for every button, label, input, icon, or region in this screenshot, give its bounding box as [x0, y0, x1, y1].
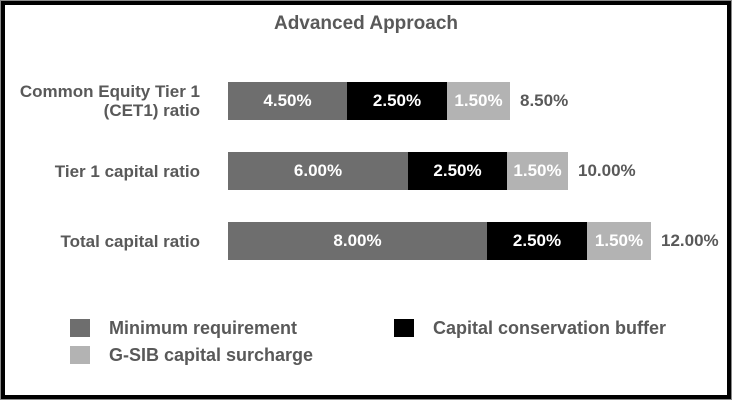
- category-label: Common Equity Tier 1 (CET1) ratio: [19, 82, 200, 120]
- stacked-bar: 8.00% 2.50% 1.50%: [228, 222, 651, 260]
- total-label: 8.50%: [520, 91, 569, 110]
- legend-swatch-conservation-buffer: [394, 319, 414, 337]
- bar-segment-gsib-surcharge: 1.50%: [447, 82, 510, 120]
- bar-segment-minimum-requirement: 6.00%: [228, 152, 408, 190]
- legend: Minimum requirement Capital conservation…: [70, 318, 727, 365]
- legend-label: Minimum requirement: [109, 318, 298, 338]
- bar-segment-conservation-buffer: 2.50%: [347, 82, 447, 120]
- legend-swatch-minimum-requirement: [70, 319, 90, 337]
- legend-label: Capital conservation buffer: [433, 318, 667, 338]
- bar-segment-conservation-buffer: 2.50%: [487, 222, 587, 260]
- chart-row-cet1: Common Equity Tier 1 (CET1) ratio 4.50% …: [5, 82, 727, 120]
- total-label: 12.00%: [661, 231, 719, 250]
- bar-segment-gsib-surcharge: 1.50%: [507, 152, 568, 190]
- bar-segment-minimum-requirement: 4.50%: [228, 82, 347, 120]
- bar-segment-conservation-buffer: 2.50%: [408, 152, 507, 190]
- category-label: Tier 1 capital ratio: [54, 161, 200, 181]
- legend-item-gsib-surcharge: G-SIB capital surcharge: [70, 345, 394, 365]
- total-label: 10.00%: [578, 161, 636, 180]
- legend-item-minimum-requirement: Minimum requirement: [70, 318, 394, 338]
- chart-row-tier1: Tier 1 capital ratio 6.00% 2.50% 1.50% 1…: [5, 152, 727, 190]
- stacked-bar: 6.00% 2.50% 1.50%: [228, 152, 568, 190]
- chart-row-total-capital: Total capital ratio 8.00% 2.50% 1.50% 12…: [5, 222, 727, 260]
- legend-label: G-SIB capital surcharge: [109, 345, 314, 365]
- category-label: Total capital ratio: [60, 231, 201, 251]
- chart-title: Advanced Approach: [273, 13, 459, 34]
- bar-segment-minimum-requirement: 8.00%: [228, 222, 487, 260]
- legend-item-conservation-buffer: Capital conservation buffer: [394, 318, 727, 338]
- stacked-bar: 4.50% 2.50% 1.50%: [228, 82, 510, 120]
- bar-chart: Common Equity Tier 1 (CET1) ratio 4.50% …: [5, 82, 727, 260]
- bar-segment-gsib-surcharge: 1.50%: [587, 222, 651, 260]
- legend-swatch-gsib-surcharge: [70, 346, 90, 364]
